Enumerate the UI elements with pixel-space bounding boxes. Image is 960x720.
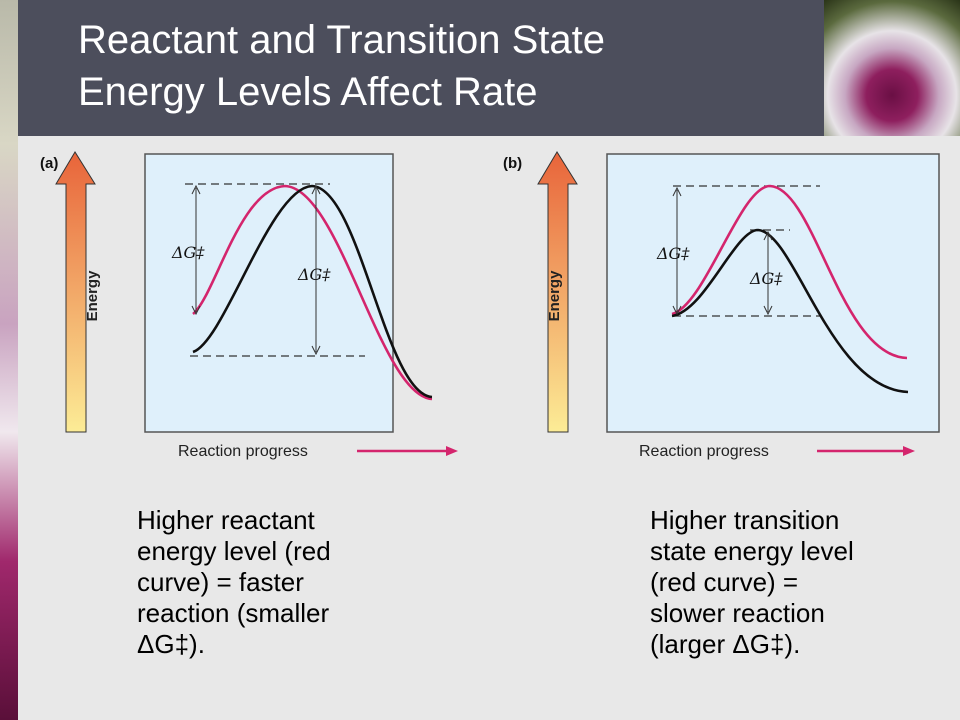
delta-g-label-black: ΔG‡ <box>297 265 331 284</box>
arrowhead-up <box>763 230 773 241</box>
caption-line: curve) = faster <box>137 567 304 597</box>
caption-line: (larger ΔG‡). <box>650 629 801 659</box>
background-photo-strip <box>0 0 18 720</box>
caption-line: (red curve) = <box>650 567 799 597</box>
caption-line: reaction (smaller <box>137 598 330 628</box>
caption-right: Higher transition state energy level (re… <box>650 505 940 660</box>
plot-area <box>144 153 394 433</box>
red-curve <box>192 184 433 401</box>
arrowhead-down <box>191 305 201 316</box>
delta-g-label-black: ΔG‡ <box>749 269 783 288</box>
plot-area <box>606 153 940 433</box>
caption-line: state energy level <box>650 536 854 566</box>
energy-axis-label: Energy <box>84 270 101 322</box>
x-axis-label: Reaction progress <box>178 443 308 460</box>
orchid-photo <box>824 0 960 136</box>
caption-line: Higher reactant <box>137 505 315 535</box>
panel-tag: (b) <box>503 155 522 172</box>
delta-g-label-red: ΔG‡ <box>171 243 205 262</box>
arrowhead-up <box>191 184 201 195</box>
energy-diagram-a: (a) Energy ΔG‡ ΔG‡ Reaction progress <box>0 146 460 468</box>
arrowhead-down <box>763 305 773 316</box>
black-curve <box>192 184 433 399</box>
progress-arrowhead <box>446 446 458 456</box>
caption-left: Higher reactant energy level (red curve)… <box>137 505 427 660</box>
caption-line: ΔG‡). <box>137 629 205 659</box>
caption-line: slower reaction <box>650 598 825 628</box>
arrowhead-down <box>311 345 321 356</box>
caption-line: energy level (red <box>137 536 331 566</box>
title-line: Reactant and Transition State <box>78 18 605 62</box>
x-axis-label: Reaction progress <box>639 443 769 460</box>
delta-g-label-red: ΔG‡ <box>656 244 690 263</box>
arrowhead-down <box>672 305 682 316</box>
energy-axis-label: Energy <box>546 270 563 322</box>
page-title: Reactant and Transition State Energy Lev… <box>78 14 818 118</box>
title-line: Energy Levels Affect Rate <box>78 70 538 114</box>
arrowhead-up <box>672 186 682 197</box>
arrowhead-up <box>311 184 321 195</box>
caption-line: Higher transition <box>650 505 840 535</box>
progress-arrowhead <box>903 446 915 456</box>
title-bar: Reactant and Transition State Energy Lev… <box>18 0 824 136</box>
panel-tag: (a) <box>40 155 58 172</box>
energy-arrow <box>55 151 96 433</box>
energy-arrow <box>537 151 578 433</box>
red-curve <box>671 184 908 360</box>
energy-diagram-b: (b) Energy ΔG‡ ΔG‡ Reaction progress <box>495 146 955 468</box>
